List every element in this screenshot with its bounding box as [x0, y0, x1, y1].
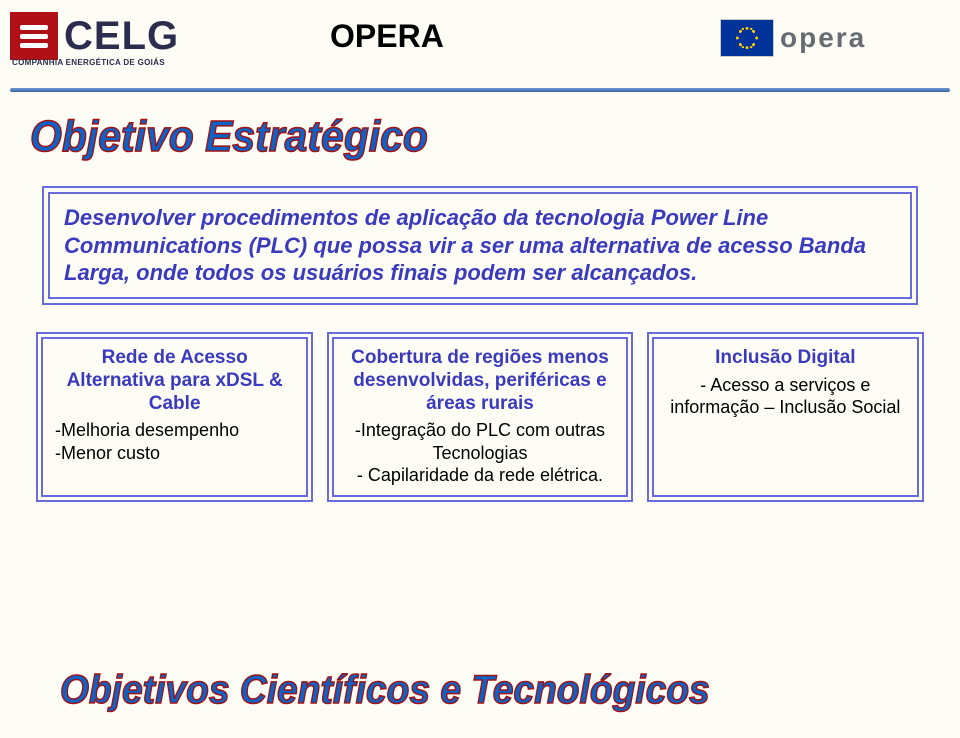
- box-title: Cobertura de regiões menos desenvolvidas…: [344, 347, 615, 415]
- heading-science: Objetivos Científicos e Tecnológicos: [60, 668, 710, 713]
- celg-logo-top: CELG: [10, 12, 270, 60]
- heading-objective: Objetivo Estratégico: [30, 112, 428, 162]
- box-coverage: Cobertura de regiões menos desenvolvidas…: [327, 332, 632, 502]
- box-line: -Integração do PLC com outras Tecnologia…: [344, 419, 615, 464]
- celg-logo: CELG COMPANHIA ENERGÉTICA DE GOIÁS: [10, 12, 270, 67]
- box-access-network: Rede de Acesso Alternativa para xDSL & C…: [36, 332, 313, 502]
- box-line: - Capilaridade da rede elétrica.: [344, 464, 615, 487]
- celg-wordmark: CELG: [64, 14, 179, 59]
- box-line: -Melhoria desempenho: [53, 419, 296, 442]
- header-rule: [10, 88, 950, 92]
- header: CELG COMPANHIA ENERGÉTICA DE GOIÁS OPERA…: [10, 8, 950, 92]
- box-line: -Menor custo: [53, 442, 296, 465]
- quote-text: Desenvolver procedimentos de aplicação d…: [64, 204, 896, 287]
- celg-subtitle: COMPANHIA ENERGÉTICA DE GOIÁS: [12, 58, 270, 67]
- opera-wordmark: opera: [780, 22, 866, 54]
- boxes-row: Rede de Acesso Alternativa para xDSL & C…: [36, 332, 924, 502]
- opera-logo: opera: [720, 8, 950, 68]
- box-digital-inclusion: Inclusão Digital - Acesso a serviços e i…: [647, 332, 924, 502]
- box-line: - Acesso a serviços e informação – Inclu…: [664, 374, 907, 419]
- celg-icon: [10, 12, 58, 60]
- box-title: Rede de Acesso Alternativa para xDSL & C…: [53, 347, 296, 415]
- eu-flag-icon: [720, 19, 774, 57]
- page-title: OPERA: [330, 18, 444, 55]
- quote-box: Desenvolver procedimentos de aplicação d…: [36, 180, 924, 311]
- box-title: Inclusão Digital: [664, 347, 907, 370]
